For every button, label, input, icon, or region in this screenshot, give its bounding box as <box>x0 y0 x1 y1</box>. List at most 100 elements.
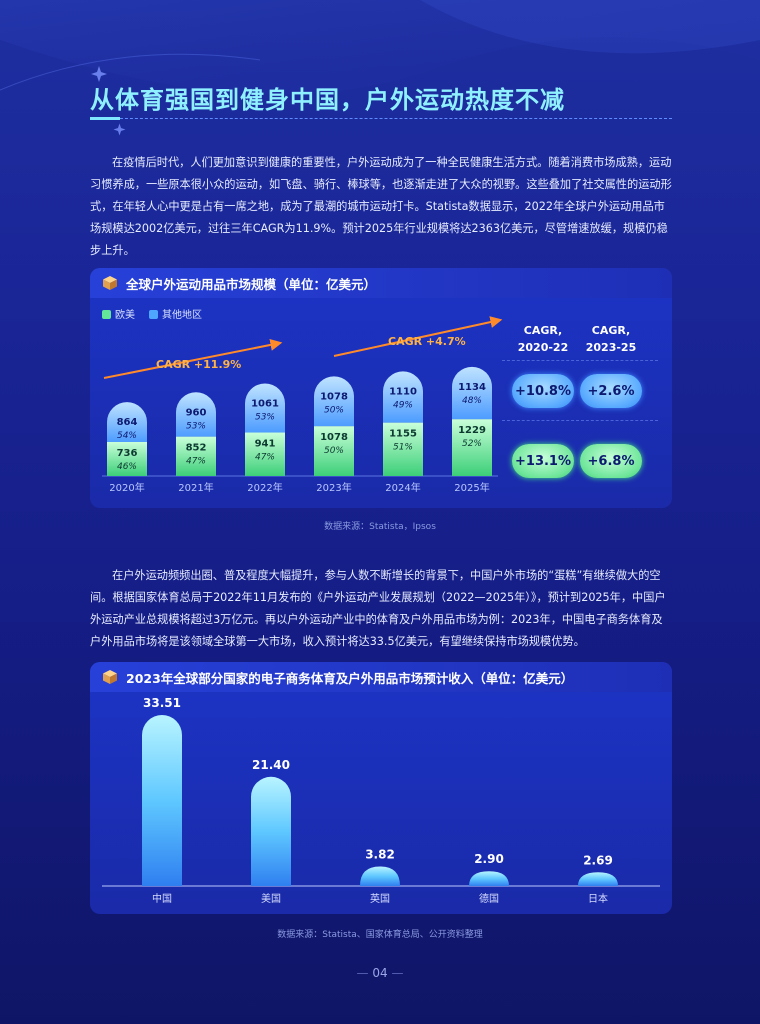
pct-other-4: 49% <box>393 400 413 410</box>
pct-other-5: 48% <box>462 396 482 406</box>
pct-eu-1: 47% <box>186 457 206 467</box>
china-market-paragraph: 在户外运动频频出圈、普及程度大幅提升，参与人数不断增长的背景下，中国户外市场的“… <box>90 569 666 648</box>
chart1-legend: 欧美 其他地区 <box>102 306 202 321</box>
value-other-3: 1078 <box>320 391 348 402</box>
page-number: — 04 — <box>0 966 760 980</box>
x-tick-country-3: 德国 <box>479 892 499 905</box>
x-tick-1: 2021年 <box>178 481 213 494</box>
cagr-arrow-1 <box>103 338 283 379</box>
cagr-arrow-2 <box>333 316 503 357</box>
value-eu-3: 1078 <box>320 432 348 443</box>
x-tick-0: 2020年 <box>109 481 144 494</box>
legend-label-other: 其他地区 <box>162 310 202 321</box>
bar-country-2 <box>360 866 400 886</box>
bar-country-4 <box>578 872 618 886</box>
title-divider <box>90 118 672 120</box>
pct-eu-2: 47% <box>255 453 275 463</box>
ecommerce-panel-title: 2023年全球部分国家的电子商务体育及户外用品市场预计收入（单位：亿美元） <box>126 670 574 686</box>
cube-icon <box>103 670 117 684</box>
x-tick-country-2: 英国 <box>370 892 390 905</box>
x-tick-2: 2022年 <box>247 481 282 494</box>
ecommerce-panel-header: 2023年全球部分国家的电子商务体育及户外用品市场预计收入（单位：亿美元） <box>90 662 672 692</box>
page-title: 从体育强国到健身中国，户外运动热度不减 <box>90 86 565 114</box>
bar-other-4 <box>383 371 423 423</box>
value-other-4: 1110 <box>389 386 417 397</box>
value-eu-1: 852 <box>186 443 207 454</box>
cagr-divider-top <box>502 360 658 361</box>
market-size-chart: CAGR +11.9% CAGR +4.7% 864 54% 736 46% 2020年… <box>102 316 503 494</box>
cagr-other-2023-25: +2.6% <box>580 374 642 408</box>
cagr-col-head-2023-25-line1: CAGR, <box>591 324 631 337</box>
value-country-3: 2.90 <box>474 852 504 866</box>
bar-other-2 <box>245 383 285 433</box>
source-note-1: 数据来源：Statista，Ipsos <box>324 522 436 532</box>
bar-other-1 <box>176 392 216 437</box>
intro-paragraph: 在疫情后时代，人们更加意识到健康的重要性，户外运动成为了一种全民健康生活方式。随… <box>90 156 672 257</box>
cagr-other-2020-22: +10.8% <box>512 374 574 408</box>
cagr-label-2: CAGR +4.7% <box>388 335 466 348</box>
market-size-panel-header: 全球户外运动用品市场规模（单位：亿美元） <box>90 268 672 298</box>
bar-eu-5 <box>452 419 492 476</box>
bar-eu-4 <box>383 422 423 476</box>
pct-eu-0: 46% <box>117 462 137 472</box>
cagr-divider-mid <box>502 420 658 421</box>
cube-icon <box>103 276 117 290</box>
legend-swatch-blue <box>149 310 158 319</box>
bar-other-3 <box>314 376 354 427</box>
legend-item-europe-america: 欧美 <box>102 306 135 321</box>
cagr-label-1: CAGR +11.9% <box>156 358 241 371</box>
cagr-col-head-2020-22-line2: 2020-22 <box>517 341 569 354</box>
x-tick-5: 2025年 <box>454 481 489 494</box>
bar-eu-2 <box>245 432 285 476</box>
ecommerce-revenue-panel: 2023年全球部分国家的电子商务体育及户外用品市场预计收入（单位：亿美元） 33… <box>90 662 672 914</box>
legend-label-europe-america: 欧美 <box>115 310 135 321</box>
x-tick-4: 2024年 <box>385 481 420 494</box>
bar-eu-0 <box>107 441 147 476</box>
value-eu-2: 941 <box>255 439 276 450</box>
cagr-col-head-2023-25: CAGR, 2023-25 <box>580 322 642 356</box>
page-number-value: 04 <box>372 966 388 980</box>
market-size-panel-title: 全球户外运动用品市场规模（单位：亿美元） <box>126 276 377 292</box>
x-tick-country-4: 日本 <box>588 892 608 905</box>
bar-eu-1 <box>176 436 216 476</box>
bar-country-3 <box>469 871 509 886</box>
bar-country-1 <box>251 776 291 886</box>
bar-country-0 <box>142 715 182 886</box>
ecommerce-revenue-chart: 33.51 中国 21.40 美国 3.82 英国 2.90 德国 2.69 日本 <box>102 696 660 905</box>
bar-other-0 <box>107 402 147 442</box>
page-number-dash-right: — <box>391 966 404 980</box>
bar-other-5 <box>452 366 492 420</box>
bar-eu-3 <box>314 426 354 476</box>
cagr-eu-2020-22: +13.1% <box>512 444 574 478</box>
x-tick-country-0: 中国 <box>152 892 172 905</box>
value-eu-5: 1229 <box>458 425 486 436</box>
cagr-eu-2023-25: +6.8% <box>580 444 642 478</box>
x-tick-3: 2023年 <box>316 481 351 494</box>
source-note-2: 数据来源：Statista、国家体育总局、公开资料整理 <box>277 930 483 940</box>
value-country-4: 2.69 <box>583 853 613 867</box>
legend-item-other: 其他地区 <box>149 306 202 321</box>
x-tick-country-1: 美国 <box>261 892 281 905</box>
pct-other-1: 53% <box>186 421 206 431</box>
cagr-col-head-2023-25-line2: 2023-25 <box>585 341 637 354</box>
value-country-2: 3.82 <box>365 848 395 862</box>
value-other-1: 960 <box>186 407 207 418</box>
pct-eu-4: 51% <box>393 443 413 453</box>
pct-other-3: 50% <box>324 405 344 415</box>
value-eu-0: 736 <box>117 448 138 459</box>
pct-eu-3: 50% <box>324 446 344 456</box>
legend-swatch-green <box>102 310 111 319</box>
pct-eu-5: 52% <box>462 439 482 449</box>
pct-other-2: 53% <box>255 413 275 423</box>
value-other-5: 1134 <box>458 382 486 393</box>
cagr-col-head-2020-22-line1: CAGR, <box>523 324 563 337</box>
page-number-dash-left: — <box>356 966 369 980</box>
value-eu-4: 1155 <box>389 429 417 440</box>
value-other-0: 864 <box>117 417 138 428</box>
value-other-2: 1061 <box>251 399 279 410</box>
pct-other-0: 54% <box>117 431 137 441</box>
value-country-0: 33.51 <box>143 696 181 710</box>
title-divider-accent <box>90 117 120 120</box>
value-country-1: 21.40 <box>252 758 290 772</box>
market-size-panel: 全球户外运动用品市场规模（单位：亿美元） 欧美 其他地区 CAGR +11.9%… <box>90 268 672 508</box>
